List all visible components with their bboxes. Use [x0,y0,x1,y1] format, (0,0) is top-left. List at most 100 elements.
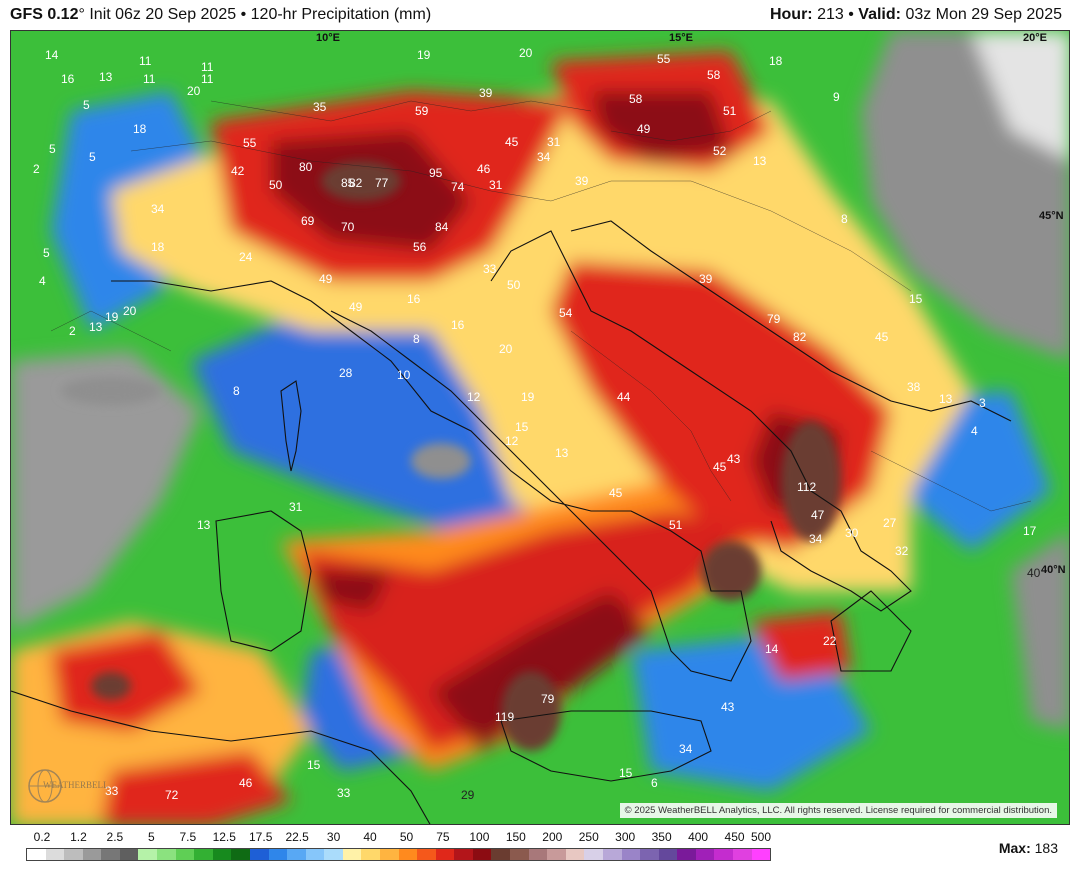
coast-sardinia [215,510,312,652]
value-label: 56 [413,240,427,254]
value-label: 15 [307,758,321,772]
legend-label: 150 [505,830,526,844]
weatherbell-logo: WEATHERBELL [21,768,111,804]
peak-sicily [501,671,561,751]
value-label: 27 [883,516,897,530]
value-label: 58 [629,92,643,106]
legend-label: 200 [542,830,563,844]
value-label: 29 [461,788,475,802]
dry-patch-sea [411,443,471,479]
legend-label: 450 [724,830,745,844]
value-label: 33 [483,262,497,276]
value-label: 82 [349,176,363,190]
value-label: 2 [69,324,76,338]
max-value: Max: 183 [999,840,1058,856]
max-label: Max: [998,840,1031,856]
grid-label-40n: 40°N [1041,564,1066,576]
legend-swatch [287,849,306,860]
value-label: 15 [619,766,633,780]
legend-label: 50 [399,830,414,844]
value-labels: 14 16 13 11 11 11 11 20 19 20 18 55 58 3… [33,46,1041,802]
separator: • [240,6,247,23]
value-label: 69 [301,214,315,228]
value-label: 5 [49,142,56,156]
precipitation-map[interactable]: 10°E 15°E 20°E 45°N 40°N 14 16 13 11 11 … [10,30,1070,825]
value-label: 8 [413,332,420,346]
value-label: 45 [875,330,889,344]
legend-swatch [82,849,102,860]
peak-alps [321,161,401,201]
coast-sicily [500,710,712,782]
legend-swatch [602,849,622,860]
legend-swatch [435,849,455,860]
legend-swatch [268,849,288,860]
value-label: 12 [505,434,519,448]
value-label: 49 [637,122,651,136]
value-label: 74 [451,180,465,194]
legend-label: 500 [750,830,772,844]
value-label: 6 [651,776,658,790]
init-time: Init 06z 20 Sep 2025 [89,6,237,23]
value-label: 34 [151,202,165,216]
header-title: GFS 0.12° Init 06z 20 Sep 2025 • 120-hr … [10,6,431,24]
header: GFS 0.12° Init 06z 20 Sep 2025 • 120-hr … [0,0,1080,30]
legend-swatch [732,849,752,860]
legend-swatch [695,849,715,860]
value-label: 11 [201,72,214,86]
value-label: 24 [239,250,253,264]
border-line-4 [610,110,772,142]
value-label: 46 [239,776,253,790]
value-label: 72 [165,788,179,802]
legend-label: 30 [326,830,341,844]
value-label: 95 [429,166,443,180]
degree-symbol: ° [78,6,85,23]
product-name: 120-hr Precipitation (mm) [250,6,432,23]
value-label: 20 [499,342,513,356]
value-label: 13 [939,392,953,406]
legend-swatch [510,849,529,860]
value-label: 79 [767,312,781,326]
coast-italy-east [490,230,912,612]
value-label: 58 [707,68,721,82]
value-label: 50 [507,278,521,292]
value-label: 80 [299,160,313,174]
valid-value: 03z Mon 29 Sep 2025 [905,6,1062,23]
coast-balkans [570,220,1012,422]
legend-swatch [491,849,511,860]
value-label: 18 [769,54,783,68]
value-label: 8 [841,212,848,226]
value-label: 34 [809,532,823,546]
value-label: 13 [555,446,569,460]
peak-adriatic [781,421,841,541]
coast-africa [11,690,431,824]
value-label: 31 [289,500,303,514]
value-label: 15 [909,292,923,306]
valid-label: Valid: [858,6,901,23]
hour-value: 213 [817,6,844,23]
legend-swatch [714,849,733,860]
legend-swatch [751,849,771,860]
value-label: 13 [197,518,211,532]
dry-area-se [1011,532,1069,731]
border-line-5 [50,310,172,352]
legend-color-bar [26,848,771,861]
legend-swatch [157,849,176,860]
dry-area-west [11,351,201,631]
value-label: 16 [451,318,465,332]
legend-swatch [361,849,380,860]
value-label: 28 [339,366,353,380]
value-label: 35 [313,100,327,114]
value-label: 2 [33,162,40,176]
value-label: 13 [99,70,113,84]
legend-swatch [417,849,436,860]
heavy-zone-tyrrhenian [301,511,751,751]
value-label: 79 [541,692,555,706]
legend-label: 1.2 [70,830,87,844]
border-line-6 [870,450,1032,512]
legend-swatch [658,849,678,860]
heavy-zone-africa [101,751,291,824]
separator-2: • [848,6,854,23]
legend-swatch [194,849,213,860]
value-label: 38 [907,380,921,394]
legend-swatch [27,849,46,860]
